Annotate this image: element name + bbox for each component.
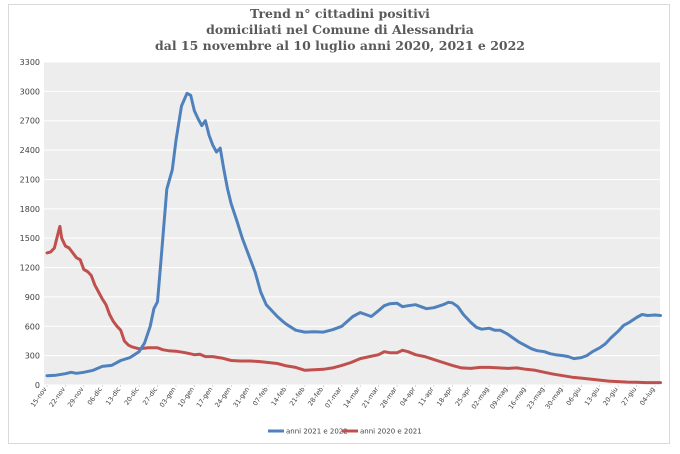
y-tick-label: 900	[25, 293, 40, 302]
x-tick-label: 16-mag	[507, 386, 528, 411]
x-tick-label: 23-mag	[525, 386, 546, 411]
y-tick-label: 1800	[20, 205, 40, 214]
x-tick-label: 27-dic	[141, 385, 159, 406]
x-tick-label: 07-feb	[251, 386, 270, 408]
x-tick-label: 27-giu	[620, 386, 638, 408]
legend-label: anni 2021 e 2022	[286, 428, 348, 436]
x-tick-label: 10-gen	[176, 386, 196, 409]
x-tick-label: 04-apr	[398, 385, 417, 407]
x-tick-label: 13-dic	[104, 385, 122, 406]
x-tick-label: 25-apr	[454, 385, 473, 407]
x-tick-label: 03-gen	[158, 386, 178, 409]
series-line-1	[45, 91, 662, 378]
chart-title-line-2: domiciliati nel Comune di Alessandria	[206, 22, 474, 37]
x-tick-label: 18-apr	[435, 385, 454, 407]
x-tick-label: 28-mar	[379, 385, 399, 409]
x-tick-label: 15-nov	[29, 385, 49, 408]
y-tick-label: 2400	[20, 146, 40, 155]
x-tick-label: 02-mag	[470, 386, 491, 411]
x-tick-label: 13-giu	[583, 386, 601, 408]
y-tick-label: 2100	[20, 175, 40, 184]
legend-label: anni 2020 e 2021	[360, 428, 422, 436]
chart-title: Trend n° cittadini positivi domiciliati …	[0, 6, 680, 54]
plot-area	[44, 62, 660, 385]
legend: anni 2021 e 2022 anni 2020 e 2021	[268, 428, 422, 436]
x-tick-label: 21-mar	[360, 385, 380, 409]
x-tick-label: 14-mar	[342, 385, 362, 409]
x-tick-label: 21-feb	[288, 386, 307, 408]
series-line-2	[45, 224, 662, 385]
x-tick-label: 09-mag	[488, 386, 509, 411]
x-tick-label: 17-gen	[195, 386, 215, 409]
y-tick-label: 1200	[20, 264, 40, 273]
x-tick-label: 31-gen	[232, 386, 252, 409]
y-tick-label: 3300	[20, 58, 40, 67]
x-tick-label: 11-apr	[417, 385, 436, 407]
x-tick-label: 20-giu	[601, 386, 619, 408]
chart-title-line-3: dal 15 novembre al 10 luglio anni 2020, …	[154, 38, 525, 53]
x-tick-label: 04-lug	[638, 386, 656, 408]
x-tick-label: 06-dic	[86, 385, 104, 406]
y-tick-label: 3000	[20, 87, 40, 96]
y-tick-label: 1500	[20, 234, 40, 243]
y-tick-label: 2700	[20, 117, 40, 126]
y-tick-label: 300	[25, 352, 40, 361]
y-axis: 0 300 600 900 1200 1500 1800 2100 2400 2700 3000 33…	[20, 58, 40, 390]
series-lines	[45, 91, 662, 385]
y-tick-label: 600	[25, 322, 40, 331]
x-tick-label: 22-nov	[48, 385, 68, 408]
x-tick-label: 29-nov	[66, 385, 86, 408]
y-tick-label: 0	[35, 381, 40, 390]
x-tick-label: 28-feb	[306, 386, 325, 408]
chart-title-line-1: Trend n° cittadini positivi	[250, 6, 430, 21]
x-tick-label: 20-dic	[123, 385, 141, 406]
x-tick-label: 14-feb	[270, 386, 289, 408]
x-tick-label: 30-mag	[544, 386, 565, 411]
x-tick-label: 24-gen	[213, 386, 233, 409]
x-tick-label: 07-mar	[323, 385, 343, 409]
x-tick-label: 06-giu	[565, 386, 583, 408]
